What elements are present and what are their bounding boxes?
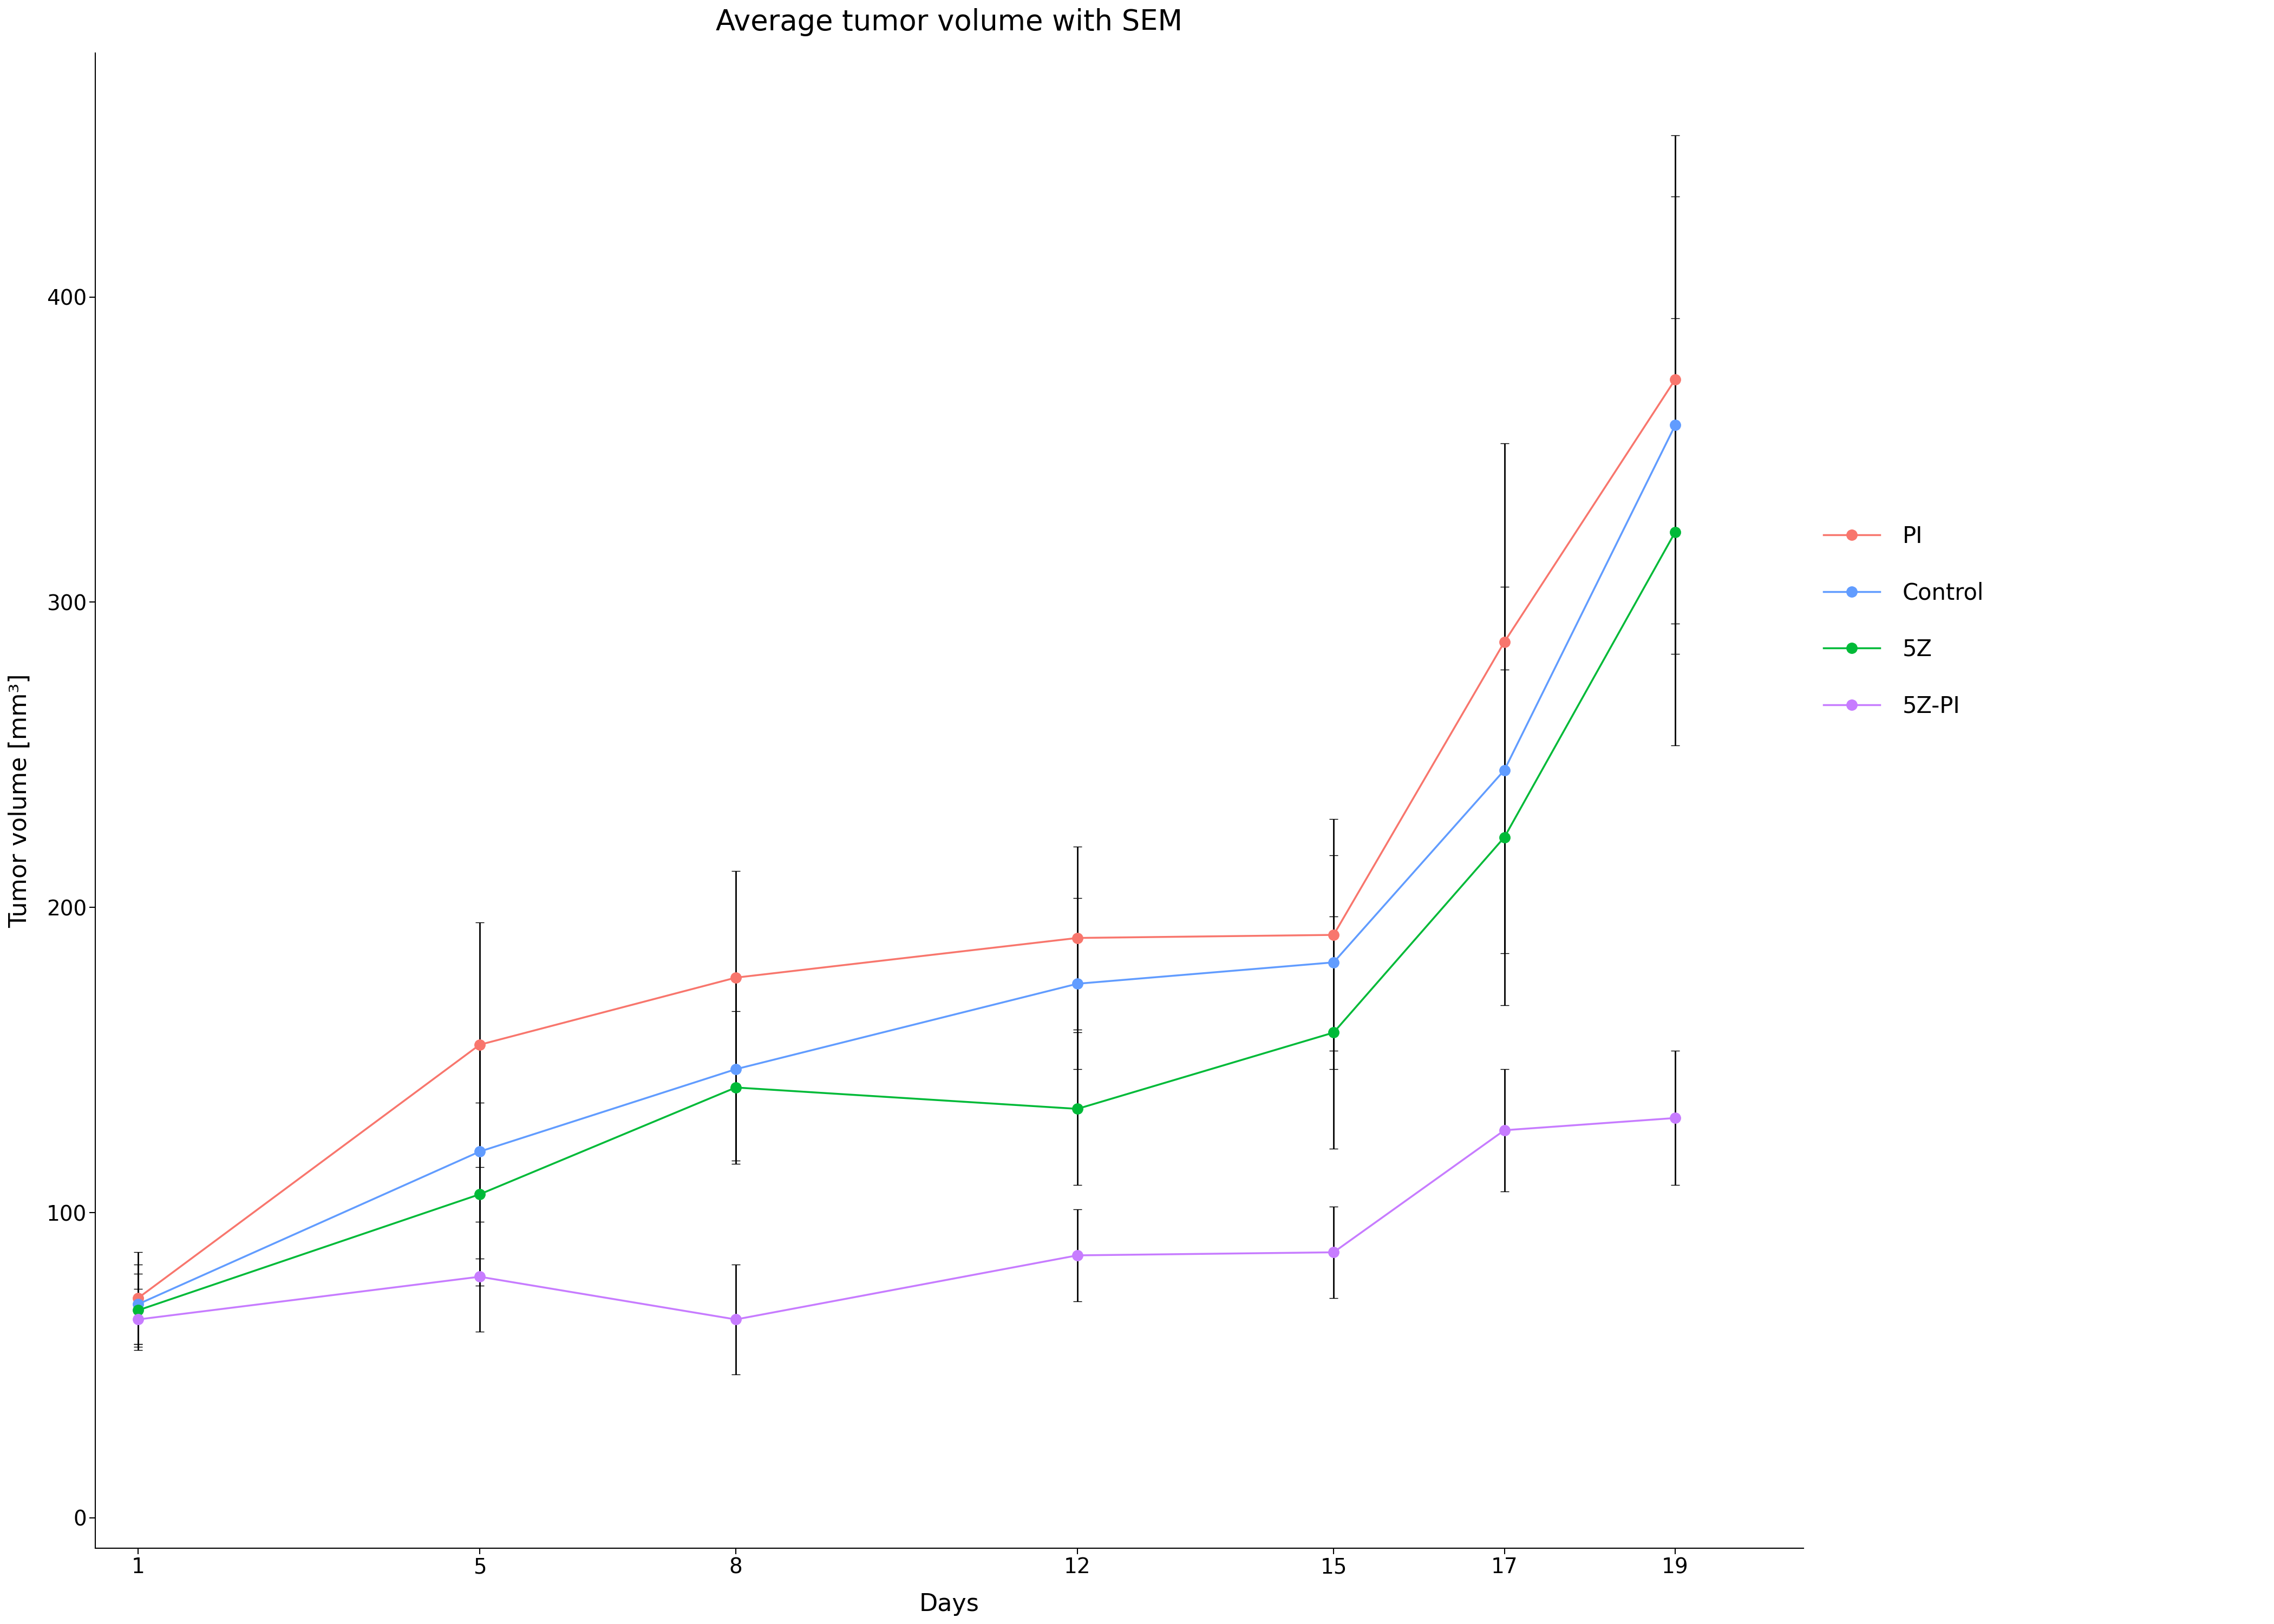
Legend: PI, Control, 5Z, 5Z-PI: PI, Control, 5Z, 5Z-PI bbox=[1815, 516, 1992, 726]
Title: Average tumor volume with SEM: Average tumor volume with SEM bbox=[716, 8, 1182, 36]
Y-axis label: Tumor volume [mm³]: Tumor volume [mm³] bbox=[9, 674, 32, 927]
X-axis label: Days: Days bbox=[919, 1593, 980, 1616]
